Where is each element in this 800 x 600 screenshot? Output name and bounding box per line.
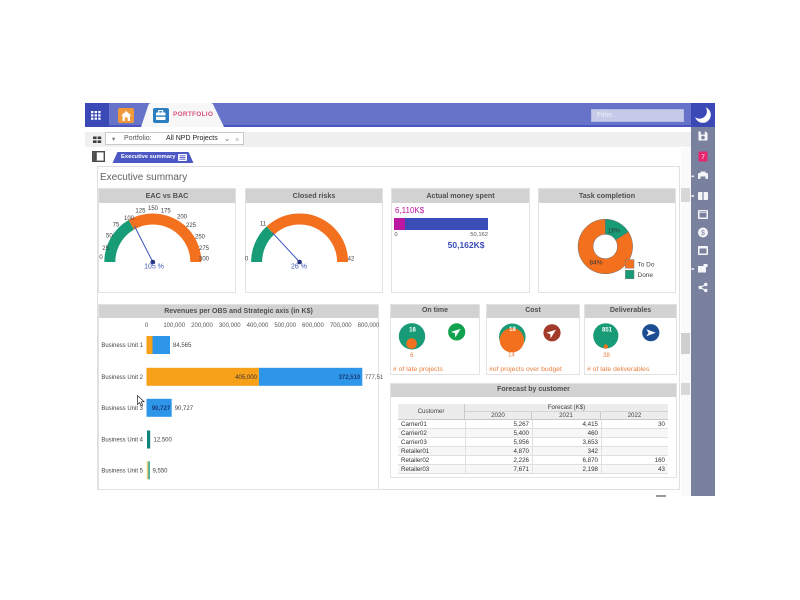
svg-text:372,510: 372,510 <box>339 375 361 381</box>
svg-text:84%: 84% <box>589 259 602 266</box>
svg-text:16%: 16% <box>608 229 621 235</box>
svg-text:42: 42 <box>348 257 355 263</box>
svg-text:Business Unit 3: Business Unit 3 <box>101 406 143 412</box>
svg-text:250: 250 <box>195 235 206 241</box>
svg-text:90,727: 90,727 <box>152 406 171 412</box>
svg-text:500,000: 500,000 <box>274 323 296 329</box>
svg-text:300: 300 <box>199 257 210 263</box>
svg-text:25: 25 <box>102 246 109 252</box>
svg-text:200,000: 200,000 <box>191 323 213 329</box>
svg-text:26 %: 26 % <box>291 264 307 271</box>
svg-text:175: 175 <box>161 208 172 214</box>
svg-text:84,565: 84,565 <box>173 343 192 349</box>
svg-text:100: 100 <box>124 216 135 222</box>
svg-text:300,000: 300,000 <box>219 323 241 329</box>
svg-text:400,000: 400,000 <box>247 323 269 329</box>
svg-text:225: 225 <box>186 223 197 229</box>
svg-text:38: 38 <box>603 353 610 359</box>
svg-text:125: 125 <box>135 208 146 214</box>
svg-text:7: 7 <box>701 154 705 161</box>
svg-text:200: 200 <box>177 215 188 221</box>
svg-text:100,000: 100,000 <box>163 323 185 329</box>
svg-text:11: 11 <box>260 222 267 228</box>
svg-text:Business Unit 4: Business Unit 4 <box>101 438 143 444</box>
svg-text:Business Unit 2: Business Unit 2 <box>101 375 143 381</box>
svg-text:18: 18 <box>409 328 416 334</box>
svg-text:Business Unit 5: Business Unit 5 <box>101 469 143 475</box>
svg-text:12,500: 12,500 <box>154 438 173 444</box>
svg-text:275: 275 <box>199 246 210 252</box>
svg-text:Business Unit 1: Business Unit 1 <box>101 343 143 349</box>
svg-text:600,000: 600,000 <box>302 323 324 329</box>
svg-text:800,000: 800,000 <box>358 323 380 329</box>
svg-text:Done: Done <box>638 272 654 279</box>
svg-text:To Do: To Do <box>638 262 655 269</box>
svg-text:0: 0 <box>145 323 149 329</box>
svg-text:150: 150 <box>148 206 159 212</box>
svg-text:105 %: 105 % <box>144 264 164 271</box>
svg-text:405,000: 405,000 <box>235 375 257 381</box>
svg-text:0: 0 <box>245 257 249 263</box>
svg-text:18: 18 <box>509 327 516 333</box>
svg-text:$: $ <box>701 230 705 237</box>
svg-text:700,000: 700,000 <box>330 323 352 329</box>
svg-text:777,51: 777,51 <box>365 375 384 381</box>
svg-text:851: 851 <box>602 328 613 334</box>
svg-text:9,550: 9,550 <box>153 469 169 475</box>
svg-text:90,727: 90,727 <box>175 406 194 412</box>
svg-text:75: 75 <box>113 223 120 229</box>
svg-text:14: 14 <box>508 353 515 359</box>
svg-text:50: 50 <box>106 234 113 240</box>
svg-text:6: 6 <box>410 353 414 359</box>
svg-text:0: 0 <box>99 255 103 261</box>
